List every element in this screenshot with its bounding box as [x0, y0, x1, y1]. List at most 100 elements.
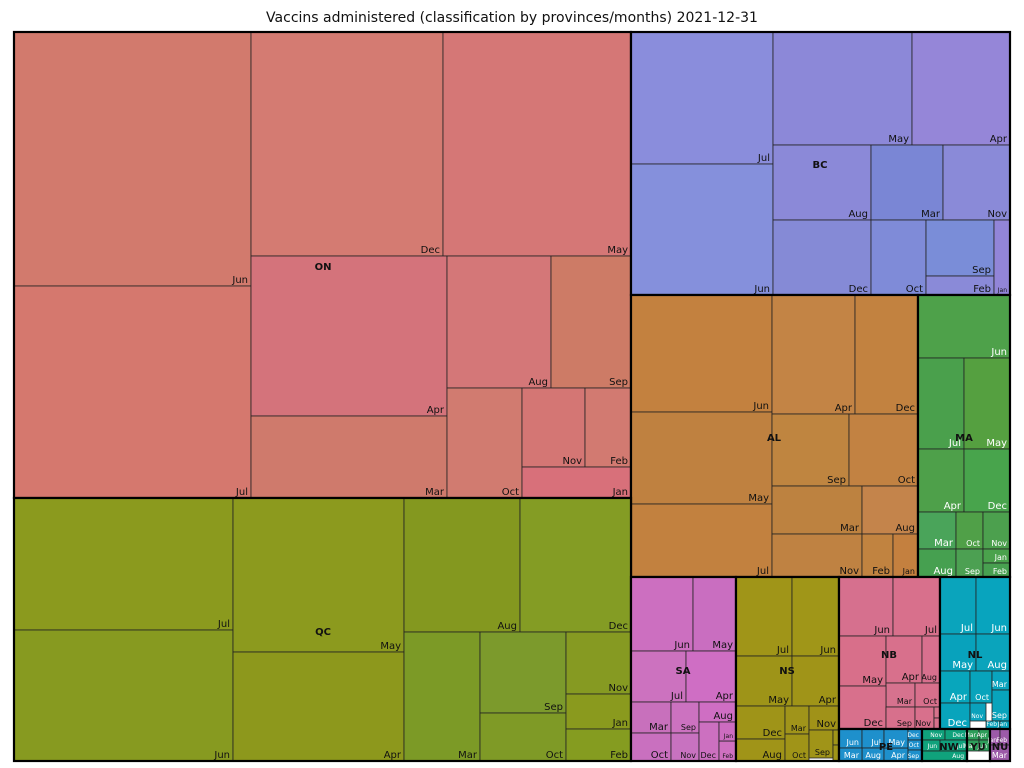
month-cell — [630, 650, 687, 703]
month-label: May — [712, 640, 733, 651]
month-label: Jun — [927, 743, 938, 750]
month-cell — [565, 631, 632, 695]
month-label: Sep — [992, 711, 1007, 720]
month-label: May — [748, 493, 769, 504]
month-cell — [911, 31, 1011, 146]
month-cell — [250, 255, 448, 417]
month-cell — [885, 682, 916, 708]
month-cell — [13, 497, 234, 631]
month-label: Feb — [996, 737, 1007, 744]
province-group-qc: Jul Jun May Apr Aug Dec Mar Sep Oct Nov Jan Feb QC — [12, 496, 633, 763]
month-cell — [771, 294, 856, 415]
month-label: Sep — [609, 377, 628, 388]
month-cell — [771, 533, 863, 578]
month-label: Oct — [651, 750, 668, 761]
month-label: May — [888, 134, 909, 145]
month-label: Jun — [673, 640, 690, 651]
month-label: Jun — [846, 738, 860, 747]
month-label: Oct — [906, 284, 923, 295]
month-cell — [403, 631, 481, 762]
month-label: May — [952, 660, 973, 671]
month-label: Jan — [997, 721, 1007, 728]
month-cell — [892, 576, 941, 637]
month-label: Mar — [992, 751, 1008, 760]
month-cell — [982, 511, 1011, 550]
month-label: Dec — [763, 728, 782, 739]
month-label: Mar — [791, 724, 807, 733]
month-label: Jun — [213, 750, 230, 761]
month-cell — [892, 533, 919, 578]
month-label: Jan — [987, 737, 997, 744]
month-cell — [917, 548, 957, 578]
month-cell — [670, 732, 700, 762]
month-label: Jul — [756, 566, 769, 577]
month-label: Apr — [902, 672, 920, 683]
month-label: Jan — [612, 718, 628, 729]
month-label: May — [986, 438, 1007, 449]
month-label: Feb — [872, 566, 890, 577]
month-label: Oct — [966, 539, 980, 548]
month-label: Nov — [971, 713, 983, 720]
month-cell — [969, 702, 987, 722]
month-label: Jan — [612, 487, 628, 498]
month-label: Apr — [384, 750, 402, 761]
province-label: AL — [767, 433, 782, 444]
month-label: Nov — [608, 683, 628, 694]
month-cell — [13, 285, 252, 499]
month-label: Feb — [986, 721, 997, 728]
month-label: Jun — [753, 284, 770, 295]
province-label: NB — [881, 650, 897, 661]
month-label: Oct — [546, 750, 563, 761]
month-label: Jul — [948, 438, 961, 449]
month-cell — [917, 294, 1011, 359]
month-label: Sep — [908, 753, 920, 760]
month-label: Apr — [990, 134, 1008, 145]
month-cell — [854, 294, 919, 415]
month-cell — [784, 733, 810, 762]
month-label: Jun — [990, 623, 1007, 634]
month-cell — [735, 576, 793, 657]
month-cell — [772, 144, 872, 221]
month-label: Jan — [723, 733, 733, 740]
month-label: Feb — [610, 456, 628, 467]
province-border — [988, 727, 1012, 763]
month-cell — [630, 576, 694, 652]
month-label: Dec — [421, 245, 440, 256]
month-label: Jul — [235, 487, 248, 498]
month-label: Jan — [902, 567, 915, 576]
month-label: Dec — [907, 732, 919, 739]
month-cell — [550, 255, 632, 389]
province-label: YU — [969, 742, 985, 753]
month-label: Mar — [992, 680, 1008, 689]
province-group-al: Jun May Jul Apr Dec Sep Oct Mar Aug Nov Feb Jan AL — [629, 293, 920, 579]
month-label: Nov — [816, 719, 836, 730]
month-label: Aug — [762, 750, 782, 761]
month-label: Mar — [921, 209, 941, 220]
month-cell — [861, 533, 894, 578]
month-cell — [939, 633, 977, 672]
month-label: Jul — [670, 691, 683, 702]
month-label: Jul — [956, 743, 965, 750]
month-label: Mar — [840, 523, 860, 534]
month-cell — [993, 219, 1011, 296]
month-cell — [446, 387, 523, 499]
month-label: Nov — [991, 539, 1007, 548]
month-cell — [232, 651, 405, 762]
month-label: Apr — [944, 501, 962, 512]
month-label: Apr — [716, 691, 734, 702]
month-label: May — [964, 743, 977, 750]
month-label: Apr — [427, 405, 445, 416]
month-cell — [838, 635, 887, 687]
month-label: Jun — [752, 401, 769, 412]
month-cell — [791, 576, 840, 657]
month-cell — [914, 682, 941, 708]
month-cell — [808, 705, 840, 731]
month-cell — [975, 576, 1011, 635]
month-cell — [870, 219, 927, 296]
month-label: Jun — [231, 275, 248, 286]
chart-title: Vaccins administered (classification by … — [266, 10, 758, 26]
